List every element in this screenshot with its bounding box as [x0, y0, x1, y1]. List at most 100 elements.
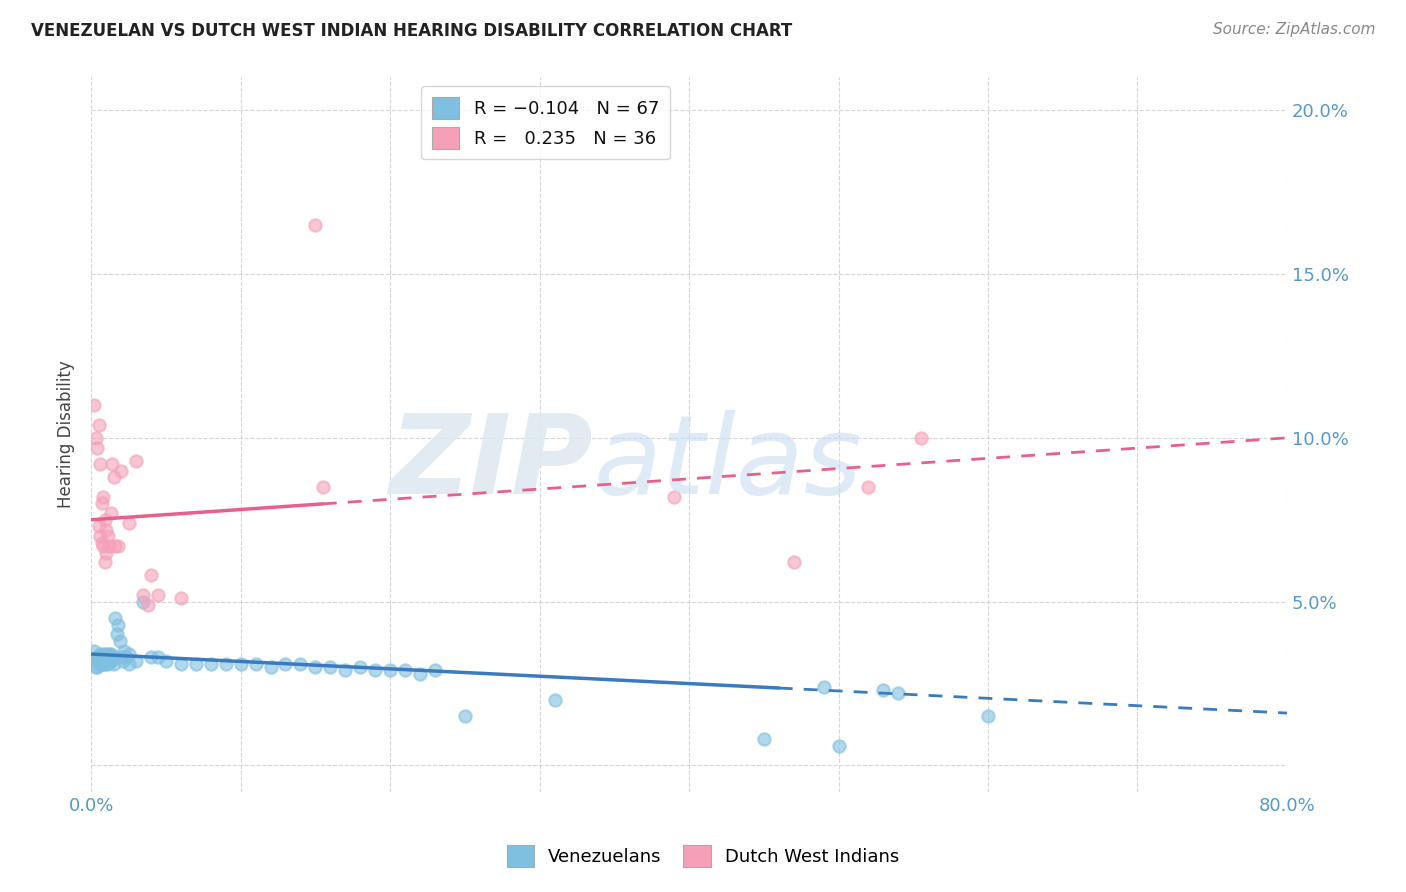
- Point: [89, 529, 111, 543]
- Point: [858, 480, 880, 494]
- Point: [423, 664, 446, 678]
- Point: [259, 660, 281, 674]
- Point: [245, 657, 267, 671]
- Point: [543, 693, 565, 707]
- Point: [108, 634, 131, 648]
- Point: [103, 657, 125, 671]
- Point: [132, 595, 155, 609]
- Point: [110, 464, 132, 478]
- Point: [454, 709, 477, 723]
- Point: [229, 657, 252, 671]
- Point: [94, 647, 117, 661]
- Point: [86, 650, 108, 665]
- Point: [274, 657, 297, 671]
- Point: [107, 617, 129, 632]
- Text: Source: ZipAtlas.com: Source: ZipAtlas.com: [1212, 22, 1375, 37]
- Point: [91, 647, 114, 661]
- Point: [91, 657, 114, 671]
- Point: [170, 657, 193, 671]
- Point: [87, 519, 110, 533]
- Point: [125, 654, 148, 668]
- Point: [98, 539, 121, 553]
- Point: [93, 555, 115, 569]
- Point: [86, 441, 108, 455]
- Point: [200, 657, 222, 671]
- Point: [155, 654, 177, 668]
- Point: [394, 664, 416, 678]
- Point: [114, 650, 136, 665]
- Text: VENEZUELAN VS DUTCH WEST INDIAN HEARING DISABILITY CORRELATION CHART: VENEZUELAN VS DUTCH WEST INDIAN HEARING …: [31, 22, 792, 40]
- Point: [84, 660, 107, 674]
- Point: [117, 657, 139, 671]
- Point: [91, 539, 114, 553]
- Point: [97, 657, 120, 671]
- Point: [335, 664, 357, 678]
- Point: [107, 539, 129, 553]
- Point: [89, 457, 111, 471]
- Point: [290, 657, 312, 671]
- Point: [312, 480, 335, 494]
- Point: [83, 644, 105, 658]
- Point: [349, 660, 371, 674]
- Point: [139, 568, 162, 582]
- Text: atlas: atlas: [593, 409, 862, 516]
- Point: [304, 218, 326, 232]
- Point: [94, 523, 117, 537]
- Point: [304, 660, 326, 674]
- Point: [319, 660, 342, 674]
- Y-axis label: Hearing Disability: Hearing Disability: [58, 360, 75, 508]
- Point: [111, 654, 134, 668]
- Point: [93, 513, 115, 527]
- Point: [89, 647, 111, 661]
- Point: [887, 686, 910, 700]
- Point: [910, 431, 932, 445]
- Point: [100, 506, 122, 520]
- Point: [148, 588, 170, 602]
- Point: [86, 660, 108, 674]
- Point: [139, 650, 162, 665]
- Point: [93, 657, 115, 671]
- Point: [783, 555, 806, 569]
- Point: [90, 535, 112, 549]
- Legend: Venezuelans, Dutch West Indians: Venezuelans, Dutch West Indians: [499, 838, 907, 874]
- Legend: R = −0.104   N = 67, R =   0.235   N = 36: R = −0.104 N = 67, R = 0.235 N = 36: [422, 87, 669, 160]
- Point: [132, 588, 155, 602]
- Point: [103, 470, 125, 484]
- Text: ZIP: ZIP: [389, 409, 593, 516]
- Point: [101, 457, 124, 471]
- Point: [136, 598, 159, 612]
- Point: [364, 664, 387, 678]
- Point: [125, 454, 148, 468]
- Point: [93, 650, 115, 665]
- Point: [872, 683, 894, 698]
- Point: [813, 680, 835, 694]
- Point: [87, 657, 110, 671]
- Point: [91, 490, 114, 504]
- Point: [103, 650, 125, 665]
- Point: [101, 650, 124, 665]
- Point: [100, 654, 122, 668]
- Point: [117, 647, 139, 661]
- Point: [84, 431, 107, 445]
- Point: [215, 657, 238, 671]
- Point: [104, 539, 127, 553]
- Point: [90, 650, 112, 665]
- Point: [752, 732, 775, 747]
- Point: [662, 490, 685, 504]
- Point: [184, 657, 207, 671]
- Point: [90, 657, 112, 671]
- Point: [87, 417, 110, 432]
- Point: [84, 654, 107, 668]
- Point: [117, 516, 139, 530]
- Point: [98, 654, 121, 668]
- Point: [97, 529, 120, 543]
- Point: [98, 647, 121, 661]
- Point: [409, 666, 432, 681]
- Point: [89, 654, 111, 668]
- Point: [105, 627, 128, 641]
- Point: [977, 709, 1000, 723]
- Point: [110, 650, 132, 665]
- Point: [83, 398, 105, 412]
- Point: [170, 591, 193, 606]
- Point: [827, 739, 849, 753]
